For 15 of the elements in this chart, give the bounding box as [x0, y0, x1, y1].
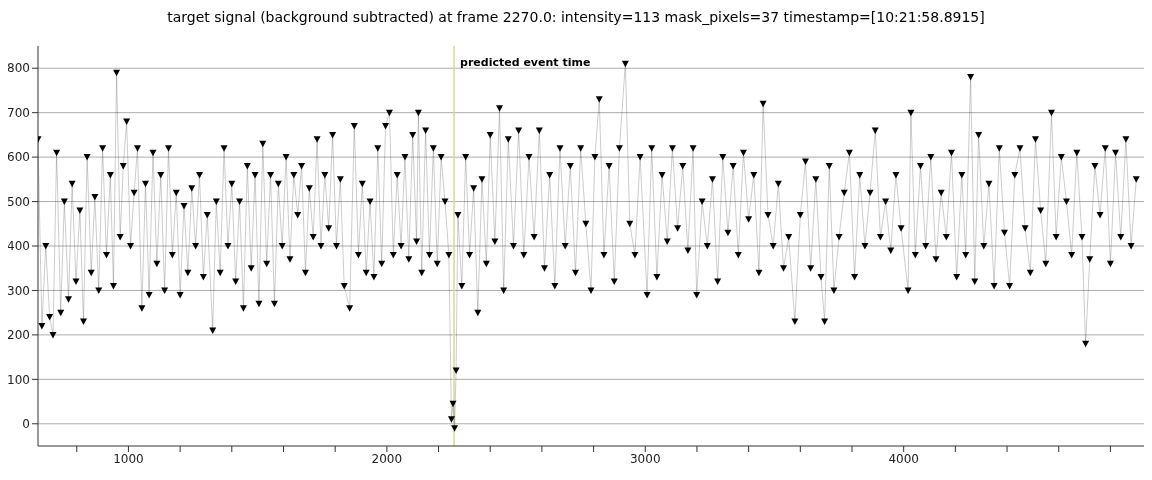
y-tick-label: 300	[7, 283, 30, 298]
y-tick-label: 500	[7, 194, 30, 209]
y-tick-label: 700	[7, 105, 30, 120]
x-tick-label: 1000	[113, 451, 144, 466]
x-tick-label: 4000	[888, 451, 919, 466]
y-tick-label: 800	[7, 61, 30, 76]
x-tick-label: 2000	[371, 451, 403, 466]
y-tick-label: 0	[22, 417, 30, 432]
chart-title: target signal (background subtracted) at frame 2270.0: intensity=113 mask_pixels=37 timestamp=[10:21:58.8915]	[166, 8, 986, 27]
y-tick-label: 100	[7, 372, 30, 387]
y-tick-label: 200	[7, 328, 30, 343]
y-tick-label: 600	[7, 150, 30, 165]
ref-line-label: predicted event time	[460, 56, 591, 69]
y-tick-label: 400	[7, 239, 30, 254]
x-tick-label: 3000	[629, 451, 661, 466]
